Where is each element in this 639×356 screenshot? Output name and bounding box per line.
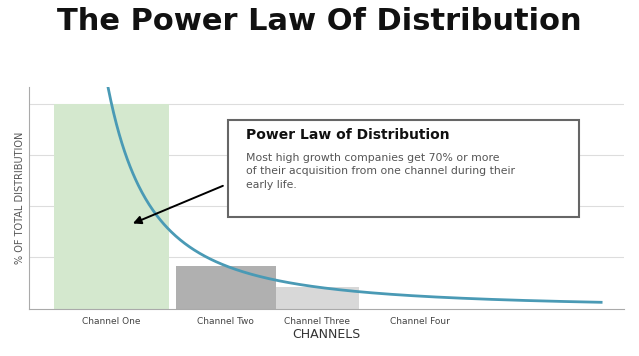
Text: Channel Three: Channel Three: [284, 318, 350, 326]
Bar: [176, 266, 276, 309]
FancyBboxPatch shape: [228, 120, 580, 217]
Bar: [276, 287, 358, 309]
X-axis label: CHANNELS: CHANNELS: [293, 328, 360, 341]
Y-axis label: % OF TOTAL DISTRIBUTION: % OF TOTAL DISTRIBUTION: [15, 132, 25, 264]
Text: Power Law of Distribution: Power Law of Distribution: [246, 129, 450, 142]
Text: Channel One: Channel One: [82, 318, 141, 326]
Text: The Power Law Of Distribution: The Power Law Of Distribution: [57, 7, 582, 36]
Bar: [54, 104, 169, 309]
Text: Most high growth companies get 70% or more
of their acquisition from one channel: Most high growth companies get 70% or mo…: [246, 153, 515, 190]
Text: Channel Four: Channel Four: [390, 318, 450, 326]
Text: Channel Two: Channel Two: [197, 318, 254, 326]
